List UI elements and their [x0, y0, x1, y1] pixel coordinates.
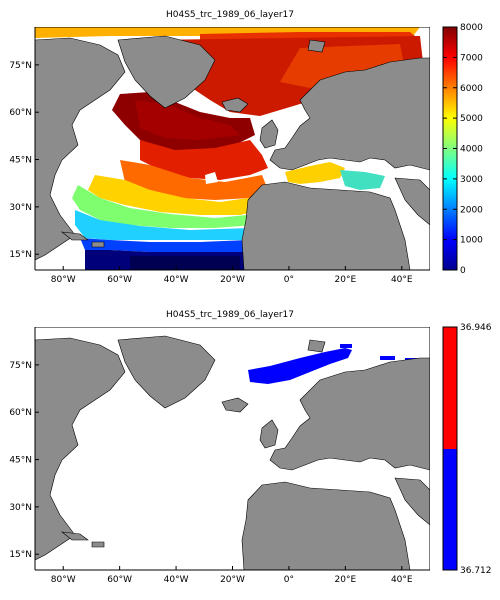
top-y-tick-labels: 15°N 30°N 45°N 60°N 75°N — [9, 61, 39, 260]
field-med-east — [340, 170, 385, 190]
y-tick-label: 15°N — [9, 250, 32, 260]
y-tick-label: 45°N — [9, 456, 32, 466]
land-europe — [269, 57, 430, 171]
top-x-tick-labels: 80°W 60°W 40°W 20°W 0° 20°E 40°E — [51, 266, 413, 285]
colorbar-tick-label: 1000 — [460, 236, 483, 246]
y-tick-label: 75°N — [9, 361, 32, 371]
y-tick-label: 30°N — [9, 503, 32, 513]
field-mid-orange — [120, 160, 268, 200]
land-britain — [259, 119, 279, 149]
land-arabia — [394, 177, 430, 226]
land-cuba — [61, 231, 89, 241]
top-land — [35, 35, 430, 270]
colorbar-tick-label: 36.946 — [460, 323, 492, 333]
bottom-colorbar-ticks: 36.712 36.946 — [460, 323, 492, 576]
top-data-field — [35, 27, 425, 270]
top-chart-title: H04S5_trc_1989_06_layer17 — [165, 10, 295, 20]
land-iceland — [221, 97, 249, 113]
field-subtrop-cyan — [75, 210, 250, 240]
colorbar-tick-label: 3000 — [460, 175, 483, 185]
field-subpolar-inner — [135, 100, 240, 140]
colorbar-tick-label: 8000 — [460, 23, 483, 33]
bottom-map-svg: 80°W 60°W 40°W 20°W 0° 20°E 40°E 15°N 30°N 45°N 6… — [9, 323, 492, 585]
x-tick-label: 20°W — [220, 275, 245, 285]
colorbar-tick-label: 2000 — [460, 205, 483, 215]
x-tick-label: 20°E — [335, 575, 357, 585]
colorbar-tick-label: 36.712 — [460, 566, 492, 576]
x-tick-label: 0° — [284, 275, 294, 285]
colorbar-tick-label: 0 — [460, 266, 466, 276]
y-tick-label: 60°N — [9, 108, 32, 118]
land-britain — [259, 419, 279, 449]
top-map-svg: 80°W 60°W 40°W 20°W 0° 20°E 40°E 15°N 30°N 45°N 6… — [9, 23, 483, 285]
x-tick-label: 40°E — [391, 575, 413, 585]
field-gap — [205, 172, 218, 184]
land-hispaniola — [91, 541, 105, 548]
top-colorbar: 0 1000 2000 3000 4000 5000 6000 7000 8000 — [442, 23, 483, 276]
colorbar-tick-label: 4000 — [460, 145, 483, 155]
land-svalbard — [307, 339, 326, 353]
land-greenland — [117, 35, 216, 109]
field-subtrop-green — [72, 185, 258, 228]
x-tick-label: 40°E — [391, 275, 413, 285]
bottom-land — [35, 335, 430, 570]
field-trop-blue — [80, 238, 248, 252]
bottom-colorbar: 36.712 36.946 — [442, 323, 492, 576]
field-kara-bits — [340, 344, 352, 348]
y-tick-label: 30°N — [9, 203, 32, 213]
x-tick-label: 40°W — [164, 575, 189, 585]
colorbar-tick-label: 7000 — [460, 53, 483, 63]
x-tick-label: 0° — [284, 575, 294, 585]
land-hispaniola — [91, 241, 105, 248]
bottom-y-tick-labels: 15°N 30°N 45°N 60°N 75°N — [9, 361, 39, 560]
y-tick-label: 15°N — [9, 550, 32, 560]
y-tick-label: 75°N — [9, 61, 32, 71]
x-tick-label: 20°E — [335, 275, 357, 285]
field-trop-navy — [130, 256, 240, 270]
top-map-panel: H04S5_trc_1989_06_layer17 — [9, 10, 483, 285]
bottom-chart-title: H04S5_trc_1989_06_layer17 — [165, 310, 295, 320]
field-nordic-orange — [280, 44, 405, 88]
colorbar-lower-blue — [443, 449, 457, 570]
field-mid-red — [140, 140, 268, 180]
land-cuba — [61, 531, 89, 541]
x-tick-label: 60°W — [107, 575, 132, 585]
land-arabia — [394, 477, 430, 526]
land-europe — [269, 357, 430, 471]
y-tick-label: 45°N — [9, 156, 32, 166]
bottom-x-tick-labels: 80°W 60°W 40°W 20°W 0° 20°E 40°E — [51, 566, 413, 585]
land-greenland — [117, 335, 216, 409]
field-kara-bits-2 — [380, 356, 395, 360]
colorbar-tick-label: 5000 — [460, 114, 483, 124]
field-barents-band — [248, 348, 352, 384]
field-mid-yellow — [88, 175, 262, 215]
land-africa — [241, 181, 411, 270]
land-north-america — [35, 37, 126, 261]
land-iceland — [221, 397, 249, 413]
x-tick-label: 20°W — [220, 575, 245, 585]
x-tick-label: 40°W — [164, 275, 189, 285]
x-tick-label: 60°W — [107, 275, 132, 285]
y-tick-label: 60°N — [9, 408, 32, 418]
land-svalbard — [307, 39, 326, 53]
bottom-map-panel: H04S5_trc_1989_06_layer17 — [0, 300, 500, 600]
colorbar-upper-red — [443, 327, 457, 449]
x-tick-label: 80°W — [51, 275, 76, 285]
land-africa — [241, 481, 411, 570]
land-north-america — [35, 337, 126, 561]
colorbar-tick-label: 6000 — [460, 84, 483, 94]
top-colorbar-ticks: 0 1000 2000 3000 4000 5000 6000 7000 8000 — [443, 23, 483, 276]
x-tick-label: 80°W — [51, 575, 76, 585]
field-med-west — [285, 162, 345, 184]
